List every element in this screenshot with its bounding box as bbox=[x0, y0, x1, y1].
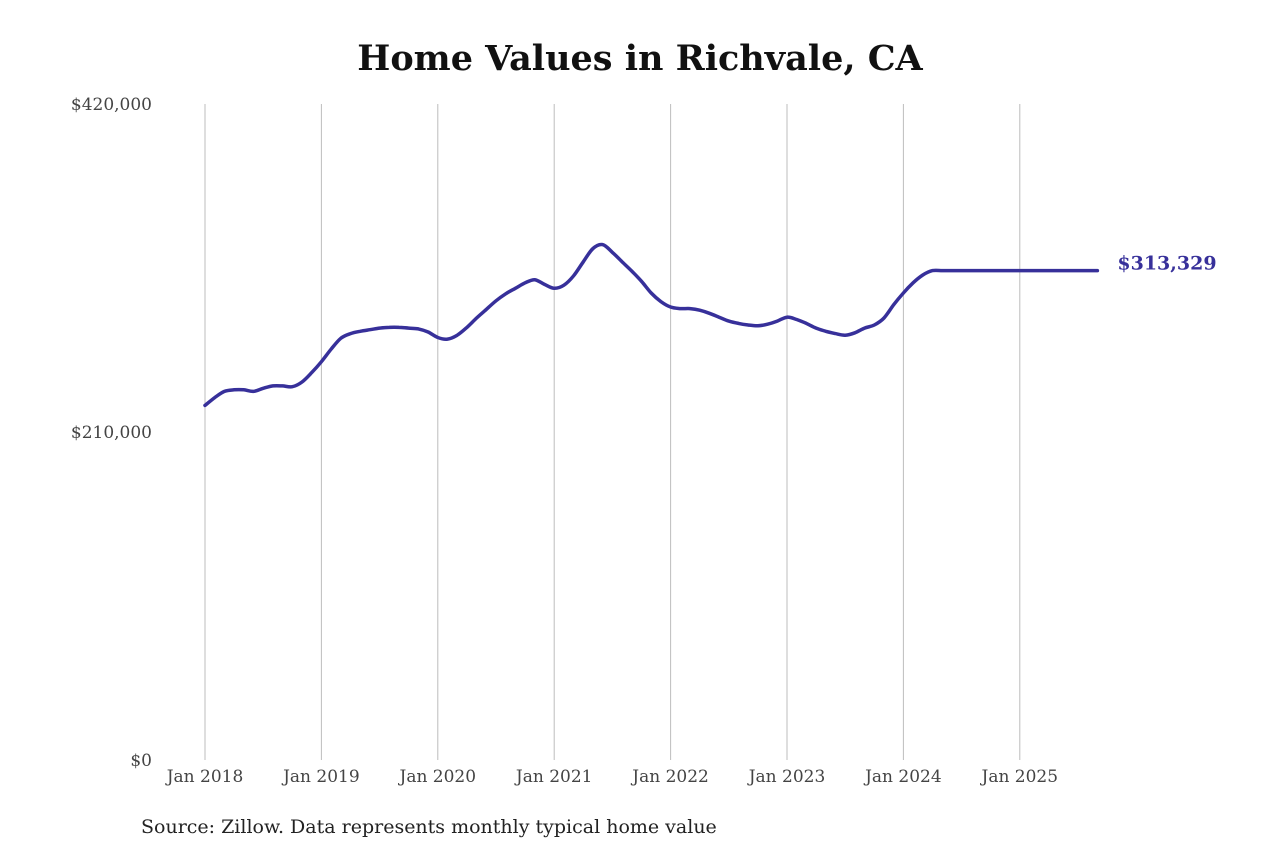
x-tick-label: Jan 2021 bbox=[514, 767, 593, 787]
chart-title: Home Values in Richvale, CA bbox=[357, 38, 923, 79]
source-note: Source: Zillow. Data represents monthly … bbox=[141, 816, 717, 838]
x-tick-label: Jan 2024 bbox=[863, 767, 942, 787]
series-layer: $313,329 bbox=[203, 242, 1217, 408]
x-tick-label: Jan 2025 bbox=[980, 767, 1059, 787]
grid-lines bbox=[204, 104, 1021, 760]
x-tick-label: Jan 2020 bbox=[398, 767, 477, 787]
x-tick-label: Jan 2019 bbox=[281, 767, 360, 787]
x-tick-label: Jan 2023 bbox=[747, 767, 826, 787]
x-axis-ticks: Jan 2018 Jan 2019 Jan 2020 Jan 2021 Jan 2022… bbox=[165, 767, 1058, 787]
end-value-label: $313,329 bbox=[1117, 253, 1216, 275]
y-tick-label: $210,000 bbox=[71, 423, 152, 443]
y-axis-ticks: $0 $210,000 $420,000 bbox=[71, 95, 152, 771]
y-tick-label: $0 bbox=[130, 751, 152, 771]
series-line-0 bbox=[203, 242, 1100, 408]
x-tick-label: Jan 2022 bbox=[630, 767, 709, 787]
y-tick-label: $420,000 bbox=[71, 95, 152, 115]
x-tick-label: Jan 2018 bbox=[165, 767, 244, 787]
